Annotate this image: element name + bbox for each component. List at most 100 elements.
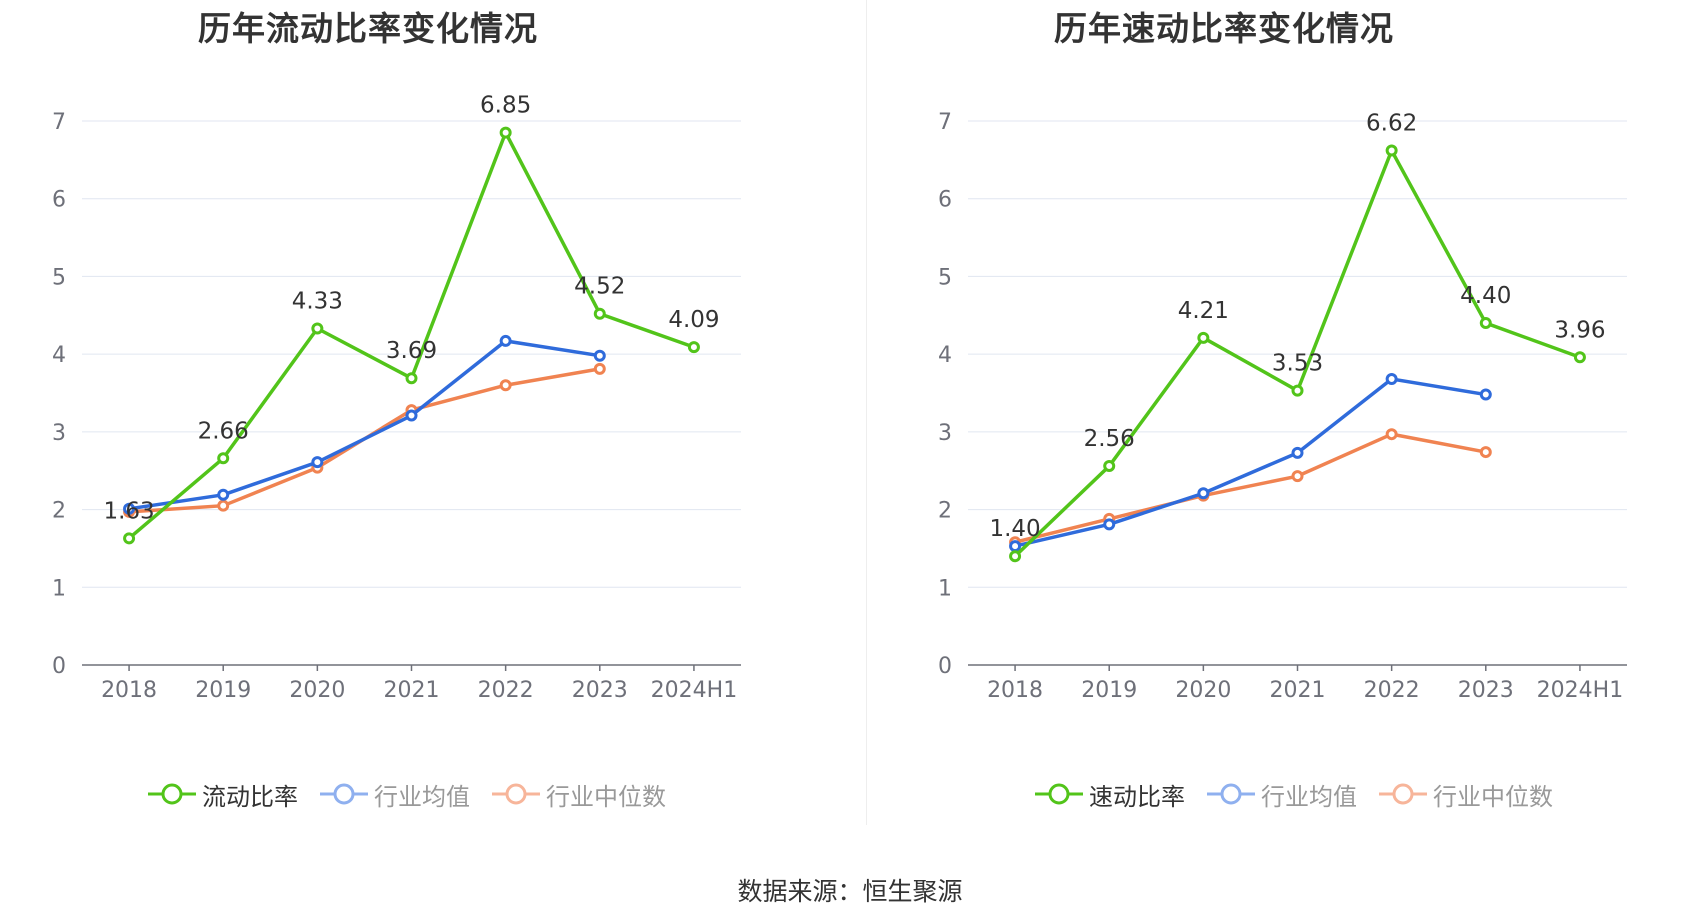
- y-tick-label: 2: [938, 499, 952, 524]
- data-label: 4.09: [668, 307, 719, 333]
- data-point[interactable]: [405, 409, 418, 422]
- legend-item-quick-ratio[interactable]: 速动比率: [1035, 777, 1185, 812]
- y-tick-label: 2: [52, 499, 66, 524]
- data-point[interactable]: [405, 372, 418, 385]
- data-label: 3.53: [1272, 351, 1323, 377]
- legend-line-circle-icon: [1379, 783, 1427, 805]
- data-label: 3.69: [386, 338, 437, 364]
- x-tick-label: 2020: [1175, 678, 1231, 703]
- legend-label: 流动比率: [202, 782, 298, 811]
- data-point[interactable]: [217, 488, 230, 501]
- data-label: 2.56: [1084, 426, 1135, 452]
- data-point[interactable]: [1197, 487, 1210, 500]
- data-point[interactable]: [593, 362, 606, 375]
- data-point[interactable]: [1103, 518, 1116, 531]
- x-tick-label: 2021: [1270, 678, 1326, 703]
- current-ratio-plot: 0 1 2 3 4 5 6 7 2018 2019 2020 2021 2022 2023 2024H1 1.…: [52, 93, 741, 703]
- data-point[interactable]: [499, 334, 512, 347]
- y-tick-label: 0: [938, 654, 952, 679]
- legend-label: 行业中位数: [546, 782, 666, 811]
- y-tick-label: 5: [938, 265, 952, 290]
- data-point[interactable]: [1385, 144, 1398, 157]
- data-point[interactable]: [1197, 331, 1210, 344]
- y-tick-label: 7: [52, 110, 66, 135]
- y-tick-label: 3: [52, 421, 66, 446]
- data-point[interactable]: [1479, 388, 1492, 401]
- x-tick-label: 2023: [1458, 678, 1514, 703]
- data-point[interactable]: [123, 502, 136, 515]
- y-tick-label: 3: [938, 421, 952, 446]
- legend-line-circle-icon: [320, 783, 368, 805]
- data-point[interactable]: [123, 532, 136, 545]
- legend-item-industry-mean[interactable]: 行业均值: [320, 777, 470, 812]
- series-line-1: [128, 339, 601, 511]
- data-point[interactable]: [499, 379, 512, 392]
- y-tick-label: 1: [52, 576, 66, 601]
- y-tick-label: 0: [52, 654, 66, 679]
- chart-title: 历年速动比率变化情况: [1054, 9, 1394, 48]
- data-point[interactable]: [1385, 373, 1398, 386]
- x-tick-label: 2022: [478, 678, 534, 703]
- legend-line-circle-icon: [148, 783, 196, 805]
- data-point[interactable]: [593, 349, 606, 362]
- data-point[interactable]: [311, 322, 324, 335]
- data-point[interactable]: [1009, 540, 1022, 553]
- data-label: 1.63: [103, 498, 154, 524]
- y-tick-label: 7: [938, 110, 952, 135]
- data-point[interactable]: [687, 341, 700, 354]
- series-line-0: [127, 130, 695, 540]
- data-label: 4.33: [292, 288, 343, 314]
- data-label: 1.40: [989, 516, 1040, 542]
- legend-item-industry-median[interactable]: 行业中位数: [492, 777, 666, 812]
- data-label: 6.85: [480, 93, 531, 119]
- data-point[interactable]: [217, 452, 230, 465]
- data-point[interactable]: [311, 456, 324, 469]
- legend-item-current-ratio[interactable]: 流动比率: [148, 777, 298, 812]
- legend-line-circle-icon: [492, 783, 540, 805]
- data-source-note: 数据来源：恒生聚源: [737, 877, 963, 906]
- legend-item-industry-mean[interactable]: 行业均值: [1207, 777, 1357, 812]
- data-point[interactable]: [1103, 460, 1116, 473]
- legend-line-circle-icon: [1207, 783, 1255, 805]
- data-point[interactable]: [1573, 351, 1586, 364]
- legend-line-circle-icon: [1035, 783, 1083, 805]
- quick-ratio-chart: 历年速动比率变化情况 0 1 2 3 4 5 6 7 2018 2019 2020 2021 2022 2…: [850, 0, 1700, 830]
- data-point[interactable]: [1385, 428, 1398, 441]
- chart-title: 历年流动比率变化情况: [198, 9, 538, 48]
- x-tick-label: 2021: [384, 678, 440, 703]
- series-line-1: [1014, 377, 1487, 548]
- data-point[interactable]: [499, 126, 512, 139]
- current-ratio-chart: 历年流动比率变化情况 0 1 2 3 4 5 6 7 2018 2019 2020 2021 2022 2…: [0, 0, 850, 830]
- chart-legend: 速动比率 行业均值 行业中位数: [1035, 774, 1575, 814]
- data-point[interactable]: [1291, 384, 1304, 397]
- y-tick-label: 6: [938, 188, 952, 213]
- x-tick-label: 2019: [195, 678, 251, 703]
- data-point[interactable]: [593, 307, 606, 320]
- data-label: 4.21: [1178, 298, 1229, 324]
- y-tick-label: 4: [938, 343, 952, 368]
- series-line-2: [1014, 432, 1487, 544]
- data-point[interactable]: [1479, 317, 1492, 330]
- x-tick-label: 2019: [1081, 678, 1137, 703]
- legend-label: 行业均值: [374, 782, 470, 811]
- data-point[interactable]: [1009, 550, 1022, 563]
- x-tick-label: 2022: [1364, 678, 1420, 703]
- x-tick-label: 2023: [572, 678, 628, 703]
- data-point[interactable]: [1291, 446, 1304, 459]
- x-tick-label: 2018: [987, 678, 1043, 703]
- y-tick-label: 5: [52, 265, 66, 290]
- data-point[interactable]: [1291, 470, 1304, 483]
- legend-label: 速动比率: [1089, 782, 1185, 811]
- x-tick-label: 2018: [101, 678, 157, 703]
- data-point[interactable]: [217, 499, 230, 512]
- data-label: 3.96: [1554, 317, 1605, 343]
- legend-item-industry-median[interactable]: 行业中位数: [1379, 777, 1553, 812]
- x-tick-label: 2020: [289, 678, 345, 703]
- legend-label: 行业中位数: [1433, 782, 1553, 811]
- y-tick-label: 6: [52, 188, 66, 213]
- panel-divider: [866, 0, 867, 825]
- data-point[interactable]: [1479, 446, 1492, 459]
- y-tick-label: 1: [938, 576, 952, 601]
- data-label: 2.66: [198, 418, 249, 444]
